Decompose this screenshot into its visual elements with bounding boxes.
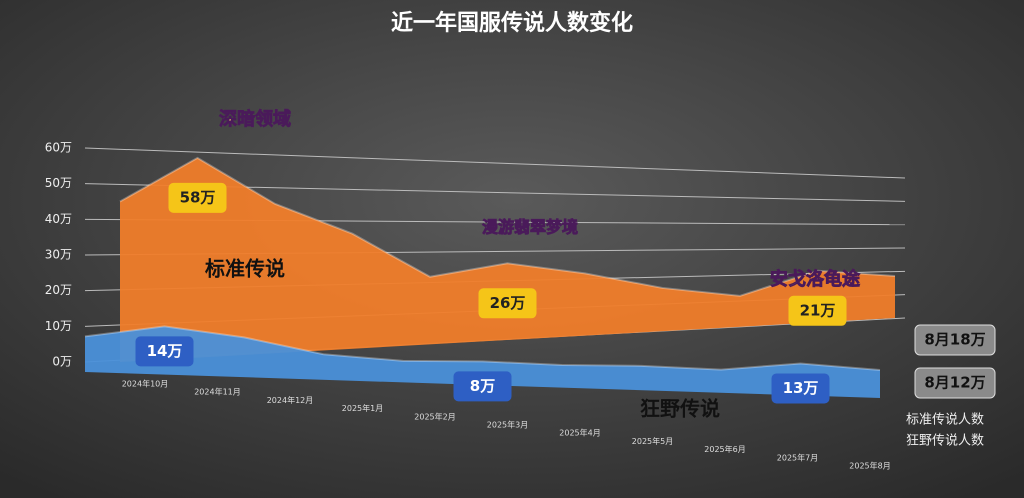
grid-line <box>84 147 906 179</box>
value-label-bg <box>478 288 537 319</box>
value-label-box: 13万 <box>771 373 830 404</box>
annotation: 标准传说 <box>205 257 285 281</box>
value-label-bg <box>168 182 227 213</box>
y-tick-label: 50万 <box>45 176 72 190</box>
value-label-bg <box>914 367 996 399</box>
area-edge <box>84 325 881 371</box>
x-tick-label: 2025年6月 <box>704 444 745 454</box>
value-label-bg <box>453 371 512 402</box>
value-label-bg <box>914 324 996 356</box>
annotation: 深暗领域 <box>219 108 291 130</box>
value-label: 58万 <box>180 188 216 206</box>
annotation: 狂野传说 <box>640 397 720 421</box>
x-tick-label: 2025年1月 <box>342 403 383 413</box>
value-label-bg <box>788 295 847 326</box>
area <box>85 326 880 398</box>
x-tick-label: 2025年8月 <box>849 461 890 471</box>
value-label-box: 21万 <box>788 295 847 326</box>
value-label: 8月18万 <box>924 331 985 349</box>
y-tick-label: 40万 <box>45 212 72 226</box>
x-tick-label: 2025年3月 <box>487 420 528 430</box>
value-label: 13万 <box>783 379 819 397</box>
annotation: 漫游翡翠梦境 <box>482 218 578 237</box>
y-tick-label: 30万 <box>45 248 72 262</box>
value-label: 26万 <box>490 294 526 312</box>
x-tick-label: 2024年10月 <box>122 379 169 389</box>
y-tick-label: 60万 <box>45 141 72 155</box>
legend-label: 标准传说人数 <box>906 413 984 428</box>
value-label: 8万 <box>470 377 495 395</box>
legend-label: 狂野传说人数 <box>906 434 984 449</box>
x-tick-label: 2024年12月 <box>267 395 314 405</box>
value-label: 14万 <box>147 342 183 360</box>
x-tick-label: 2025年5月 <box>632 436 673 446</box>
value-label-box: 26万 <box>478 288 537 319</box>
value-label-box: 8月18万 <box>914 324 996 356</box>
annotation: 安戈洛龟途 <box>770 268 861 290</box>
y-tick-label: 10万 <box>45 319 72 333</box>
x-tick-label: 2025年2月 <box>414 411 455 421</box>
value-label-box: 58万 <box>168 182 227 213</box>
value-label: 21万 <box>800 301 836 319</box>
value-label-box: 8万 <box>453 371 512 402</box>
area <box>120 157 895 362</box>
value-label-box: 14万 <box>135 336 194 367</box>
area-edge <box>119 156 896 297</box>
x-tick-label: 2025年7月 <box>777 452 818 462</box>
x-tick-label: 2025年4月 <box>559 428 600 438</box>
value-label-bg <box>135 336 194 367</box>
chart-title: 近一年国服传说人数变化 <box>391 10 633 36</box>
value-label-box: 8月12万 <box>914 367 996 399</box>
y-tick-label: 20万 <box>45 283 72 297</box>
value-label-bg <box>771 373 830 404</box>
y-tick-label: 0万 <box>52 355 72 369</box>
value-label: 8月12万 <box>924 374 985 392</box>
x-tick-label: 2024年11月 <box>194 387 241 397</box>
